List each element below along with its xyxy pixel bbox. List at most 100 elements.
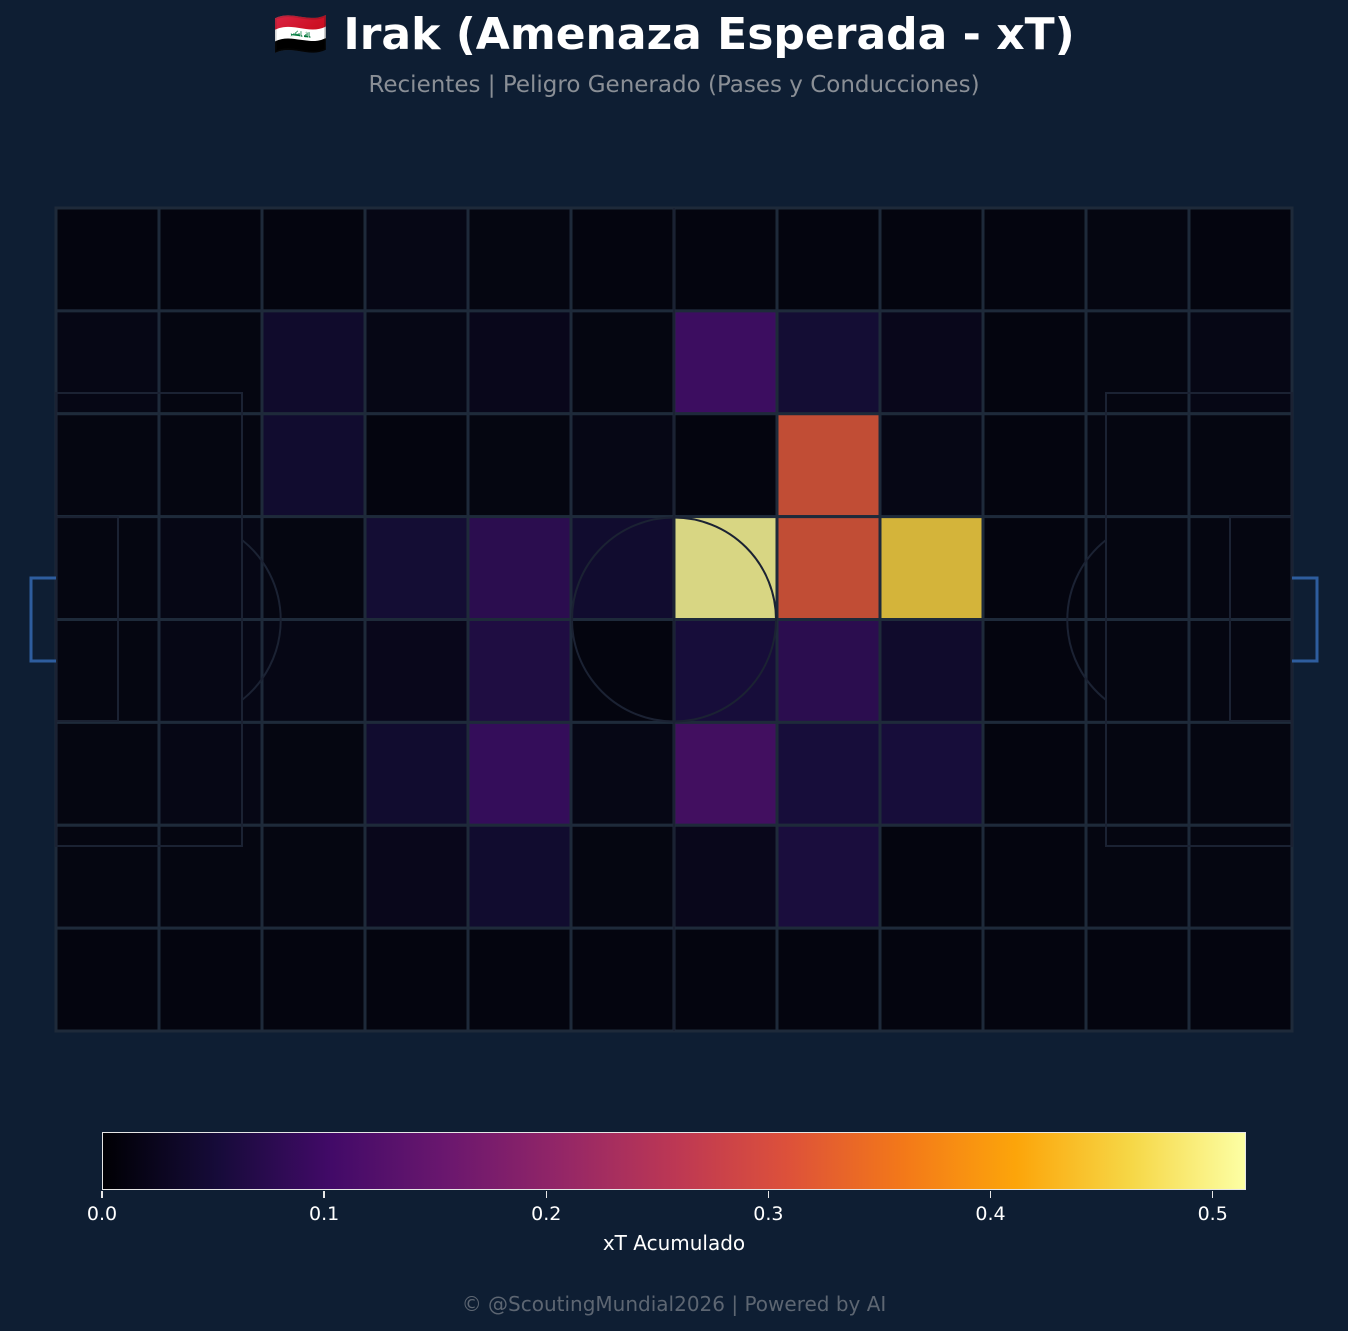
footer-credit: © @ScoutingMundial2026 | Powered by AI bbox=[461, 1292, 887, 1316]
heatmap-cell-r3-c2 bbox=[260, 515, 367, 621]
heatmap-cell-r1-c9 bbox=[981, 309, 1088, 416]
colorbar bbox=[102, 1132, 1246, 1190]
heatmap-cell-r1-c10 bbox=[1084, 309, 1191, 416]
heatmap-cell-r4-c8 bbox=[878, 618, 985, 724]
heatmap-cell-r4-c6 bbox=[672, 618, 779, 724]
heatmap-cell-r3-c0 bbox=[54, 515, 161, 621]
heatmap-cell-r2-c7 bbox=[775, 412, 882, 519]
heatmap-cell-r0-c7 bbox=[775, 206, 882, 313]
heatmap-cell-r2-c11 bbox=[1187, 412, 1294, 519]
heatmap-cell-r4-c4 bbox=[466, 618, 573, 724]
heatmap-cell-r7-c6 bbox=[672, 926, 779, 1033]
heatmap-cell-r3-c4 bbox=[466, 515, 573, 621]
heatmap-cell-r5-c8 bbox=[878, 720, 985, 827]
heatmap-cell-r7-c9 bbox=[981, 926, 1088, 1033]
heatmap-cell-r6-c9 bbox=[981, 823, 1088, 930]
heatmap-cell-r2-c4 bbox=[466, 412, 573, 519]
heatmap-cell-r7-c8 bbox=[878, 926, 985, 1033]
chart-title: 🇮🇶 Irak (Amenaza Esperada - xT) bbox=[273, 9, 1075, 60]
heatmap-cell-r5-c4 bbox=[466, 720, 573, 827]
heatmap-cell-r4-c5 bbox=[569, 618, 676, 724]
heatmap-cell-r4-c3 bbox=[363, 618, 470, 724]
heatmap-cell-r3-c7 bbox=[775, 515, 882, 621]
heatmap-cell-r3-c5 bbox=[569, 515, 676, 621]
heatmap-cell-r1-c4 bbox=[466, 309, 573, 416]
heatmap-cell-r0-c3 bbox=[363, 206, 470, 313]
heatmap-cell-r7-c1 bbox=[157, 926, 264, 1033]
heatmap-cell-r6-c10 bbox=[1084, 823, 1191, 930]
heatmap-cell-r5-c6 bbox=[672, 720, 779, 827]
heatmap-cell-r5-c7 bbox=[775, 720, 882, 827]
heatmap-cell-r2-c6 bbox=[672, 412, 779, 519]
heatmap-cell-r0-c2 bbox=[260, 206, 367, 313]
colorbar-label: xT Acumulado bbox=[602, 1231, 746, 1255]
heatmap-cell-r4-c11 bbox=[1187, 618, 1294, 724]
heatmap-cell-r2-c1 bbox=[157, 412, 264, 519]
heatmap-cell-r2-c10 bbox=[1084, 412, 1191, 519]
heatmap-cell-r6-c1 bbox=[157, 823, 264, 930]
right-penalty-arc bbox=[1066, 539, 1107, 701]
heatmap-cell-r6-c8 bbox=[878, 823, 985, 930]
center-circle bbox=[571, 516, 777, 723]
right-goal bbox=[1292, 576, 1319, 663]
heatmap-cell-r6-c5 bbox=[569, 823, 676, 930]
heatmap-cell-r0-c0 bbox=[54, 206, 161, 313]
heatmap-cell-r3-c1 bbox=[157, 515, 264, 621]
heatmap-cell-r1-c2 bbox=[260, 309, 367, 416]
heatmap-cell-r2-c3 bbox=[363, 412, 470, 519]
heatmap-cell-r1-c11 bbox=[1187, 309, 1294, 416]
chart-subtitle: Recientes | Peligro Generado (Pases y Co… bbox=[368, 72, 980, 98]
heatmap-cell-r4-c1 bbox=[157, 618, 264, 724]
heatmap-cell-r2-c5 bbox=[569, 412, 676, 519]
heatmap-cell-r7-c2 bbox=[260, 926, 367, 1033]
heatmap-cell-r7-c7 bbox=[775, 926, 882, 1033]
heatmap-cell-r6-c0 bbox=[54, 823, 161, 930]
heatmap-cell-r0-c6 bbox=[672, 206, 779, 313]
heatmap-cell-r7-c11 bbox=[1187, 926, 1294, 1033]
heatmap-cell-r6-c2 bbox=[260, 823, 367, 930]
heatmap-cell-r3-c9 bbox=[981, 515, 1088, 621]
heatmap-cell-r0-c4 bbox=[466, 206, 573, 313]
heatmap-cell-r2-c9 bbox=[981, 412, 1088, 519]
left-six-yard-box bbox=[55, 516, 119, 722]
left-penalty-arc bbox=[241, 539, 282, 701]
heatmap-cell-r7-c0 bbox=[54, 926, 161, 1033]
heatmap-cell-r0-c1 bbox=[157, 206, 264, 313]
heatmap-cell-r3-c6 bbox=[672, 515, 779, 621]
heatmap-cell-r7-c5 bbox=[569, 926, 676, 1033]
heatmap-cell-r3-c10 bbox=[1084, 515, 1191, 621]
heatmap-cell-r1-c3 bbox=[363, 309, 470, 416]
heatmap-cell-r5-c3 bbox=[363, 720, 470, 827]
heatmap-cell-r3-c11 bbox=[1187, 515, 1294, 621]
heatmap-cell-r7-c4 bbox=[466, 926, 573, 1033]
heatmap-cell-r4-c7 bbox=[775, 618, 882, 724]
heatmap-cell-r6-c6 bbox=[672, 823, 779, 930]
heatmap-cell-r7-c3 bbox=[363, 926, 470, 1033]
heatmap-cell-r0-c10 bbox=[1084, 206, 1191, 313]
heatmap-cell-r2-c0 bbox=[54, 412, 161, 519]
heatmap-cell-r1-c6 bbox=[672, 309, 779, 416]
heatmap-cell-r5-c2 bbox=[260, 720, 367, 827]
heatmap-cell-r4-c10 bbox=[1084, 618, 1191, 724]
heatmap-cell-r6-c3 bbox=[363, 823, 470, 930]
heatmap-cell-r5-c10 bbox=[1084, 720, 1191, 827]
heatmap-cell-r1-c5 bbox=[569, 309, 676, 416]
right-six-yard-box bbox=[1229, 516, 1293, 722]
left-goal bbox=[29, 576, 56, 663]
heatmap-cell-r4-c0 bbox=[54, 618, 161, 724]
heatmap-cell-r0-c5 bbox=[569, 206, 676, 313]
heatmap-cell-r0-c8 bbox=[878, 206, 985, 313]
heatmap-cell-r1-c7 bbox=[775, 309, 882, 416]
heatmap-cell-r1-c8 bbox=[878, 309, 985, 416]
heatmap-cell-r3-c8 bbox=[878, 515, 985, 621]
heatmap-cell-r6-c7 bbox=[775, 823, 882, 930]
heatmap-cell-r5-c11 bbox=[1187, 720, 1294, 827]
heatmap-cell-r5-c1 bbox=[157, 720, 264, 827]
heatmap-cell-r6-c11 bbox=[1187, 823, 1294, 930]
heatmap-cell-r5-c5 bbox=[569, 720, 676, 827]
heatmap-cell-r6-c4 bbox=[466, 823, 573, 930]
heatmap-cell-r4-c2 bbox=[260, 618, 367, 724]
heatmap-cell-r5-c0 bbox=[54, 720, 161, 827]
heatmap-cell-r0-c9 bbox=[981, 206, 1088, 313]
